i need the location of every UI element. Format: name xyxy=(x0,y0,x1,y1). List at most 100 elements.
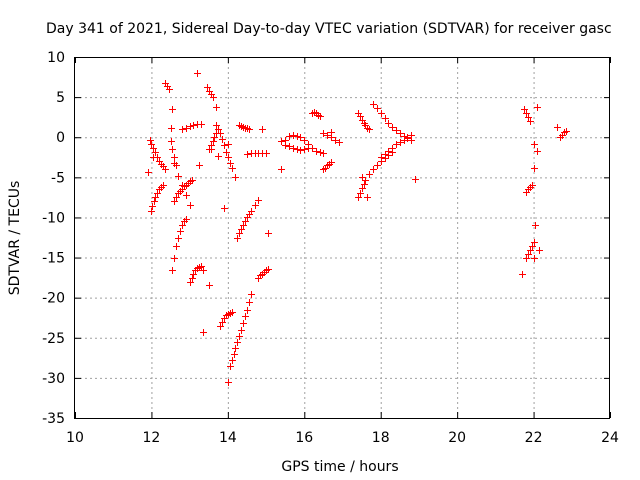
data-point xyxy=(229,165,236,172)
data-point xyxy=(148,141,155,148)
data-point xyxy=(255,197,262,204)
series-arc-22b xyxy=(523,182,536,196)
data-point xyxy=(227,363,234,370)
axis-ticks xyxy=(75,57,611,419)
series-arc-16a xyxy=(309,109,324,120)
data-point xyxy=(148,208,155,215)
data-point xyxy=(194,70,201,77)
data-point xyxy=(238,327,245,334)
data-point xyxy=(563,128,570,135)
data-point xyxy=(238,226,245,233)
data-point xyxy=(225,154,232,161)
data-point xyxy=(531,239,538,246)
data-point xyxy=(225,379,232,386)
data-point xyxy=(210,94,217,101)
data-point xyxy=(171,154,178,161)
data-point xyxy=(152,194,159,201)
data-point xyxy=(374,105,381,112)
data-point xyxy=(189,177,196,184)
data-point xyxy=(154,190,161,197)
data-point xyxy=(332,137,339,144)
data-point xyxy=(320,150,327,157)
data-point xyxy=(389,145,396,152)
y-axis-label: SDTVAR / TECUs xyxy=(7,181,23,296)
data-point xyxy=(145,169,152,176)
data-point xyxy=(290,145,297,152)
data-point xyxy=(187,123,194,130)
data-point xyxy=(536,247,543,254)
grid-lines xyxy=(75,57,610,418)
data-point xyxy=(294,146,301,153)
series-arc-14a xyxy=(227,291,255,370)
data-point xyxy=(173,243,180,250)
data-point xyxy=(282,142,289,149)
data-point xyxy=(359,185,366,192)
data-point xyxy=(320,130,327,137)
data-point xyxy=(521,106,528,113)
data-point xyxy=(198,263,205,270)
data-point xyxy=(534,148,541,155)
series-arc-15b xyxy=(278,132,327,157)
data-point xyxy=(217,323,224,330)
series-arc-14b xyxy=(234,197,262,242)
data-point xyxy=(525,251,532,258)
data-point xyxy=(317,149,324,156)
y-tick-label: -25 xyxy=(42,331,65,347)
data-point xyxy=(211,134,218,141)
data-point xyxy=(234,235,241,242)
data-point xyxy=(151,198,158,205)
data-point xyxy=(527,247,534,254)
plot-frame xyxy=(74,57,610,419)
data-point xyxy=(252,202,259,209)
data-point xyxy=(362,177,369,184)
data-point xyxy=(286,143,293,150)
x-tick-label: 12 xyxy=(143,430,161,446)
data-point xyxy=(393,141,400,148)
data-point xyxy=(221,142,228,149)
x-tick-label: 10 xyxy=(66,430,84,446)
y-tick-label: 10 xyxy=(47,50,65,66)
data-point xyxy=(223,149,230,156)
data-point xyxy=(149,203,156,210)
series-scatter-misc xyxy=(145,70,561,386)
data-point xyxy=(382,115,389,122)
data-point xyxy=(190,271,197,278)
series-arc-16b xyxy=(320,130,343,146)
x-axis-label: GPS time / hours xyxy=(281,459,398,475)
x-tick-label: 20 xyxy=(448,430,466,446)
series-arc-14c xyxy=(236,122,253,133)
series-arc-13e xyxy=(213,122,236,172)
data-point xyxy=(317,113,324,120)
data-point xyxy=(313,148,320,155)
data-point xyxy=(404,134,411,141)
data-point xyxy=(248,208,255,215)
y-tick-label: -5 xyxy=(51,170,65,186)
data-point xyxy=(166,86,173,93)
data-point xyxy=(208,146,215,153)
data-point xyxy=(169,267,176,274)
data-point xyxy=(232,174,239,181)
data-point xyxy=(265,230,272,237)
data-point xyxy=(378,110,385,117)
data-point xyxy=(359,174,366,181)
data-point xyxy=(168,125,175,132)
series-arc-22d xyxy=(557,128,570,141)
data-point xyxy=(301,146,308,153)
data-point xyxy=(221,205,228,212)
series-arc-12a xyxy=(147,137,169,173)
series-arc-12d xyxy=(168,138,194,209)
data-point xyxy=(412,176,419,183)
data-point xyxy=(162,166,169,173)
data-point xyxy=(200,329,207,336)
data-point xyxy=(385,148,392,155)
data-point xyxy=(236,333,243,340)
data-point xyxy=(364,194,371,201)
data-point xyxy=(171,198,178,205)
x-tick-labels: 10 12 14 16 18 20 22 24 xyxy=(66,430,619,446)
data-point xyxy=(168,138,175,145)
data-point xyxy=(173,194,180,201)
data-point xyxy=(190,122,197,129)
data-point xyxy=(305,145,312,152)
data-point xyxy=(171,255,178,262)
series-arc-13d xyxy=(204,84,217,101)
